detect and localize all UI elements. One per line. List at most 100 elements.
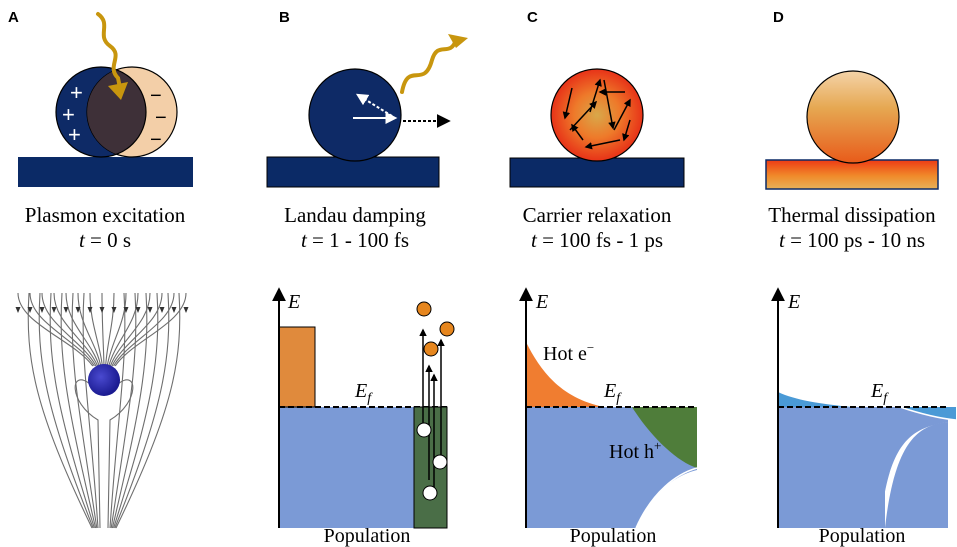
field-arrowhead bbox=[75, 307, 81, 313]
electron-arrow-dotted bbox=[355, 93, 393, 117]
hot-electron-label: Hot e− bbox=[543, 340, 594, 365]
hole-2 bbox=[432, 454, 448, 470]
panel-a-illustration: + + + − − − bbox=[18, 12, 193, 187]
field-line bbox=[49, 292, 95, 529]
panel-letter-c: C bbox=[527, 9, 538, 26]
plus-charge-2: + bbox=[62, 102, 75, 127]
field-line bbox=[65, 292, 100, 367]
hot-electron-3 bbox=[423, 341, 439, 357]
hot-electron-area bbox=[526, 342, 604, 407]
energy-diagram-d bbox=[771, 287, 957, 528]
time-b: t = 1 - 100 fs bbox=[301, 228, 409, 252]
substrate-b bbox=[266, 156, 440, 188]
thermal-electron-area bbox=[778, 392, 852, 407]
panel-letter-d: D bbox=[773, 9, 784, 26]
field-lines-diagram bbox=[15, 292, 189, 529]
hole-1 bbox=[416, 422, 432, 438]
photon-arrowhead-b bbox=[448, 34, 468, 48]
field-line bbox=[17, 292, 94, 367]
photon-outgoing bbox=[400, 38, 458, 94]
hot-hole-area bbox=[632, 407, 697, 468]
field-line bbox=[115, 292, 181, 529]
field-line bbox=[77, 292, 102, 367]
panel-letter-b: B bbox=[279, 9, 290, 26]
thermal-hole-area bbox=[900, 407, 956, 420]
panel-c-illustration bbox=[509, 68, 685, 188]
field-line bbox=[27, 292, 93, 529]
field-line bbox=[29, 292, 95, 367]
caption-b: Landau damping bbox=[284, 203, 426, 227]
fermi-label-d: Ef bbox=[870, 380, 889, 406]
field-line bbox=[89, 292, 103, 367]
field-line bbox=[38, 292, 94, 529]
field-line bbox=[60, 292, 97, 529]
field-arrowhead bbox=[171, 307, 177, 313]
caption-d: Thermal dissipation bbox=[768, 203, 936, 227]
caption-c: Carrier relaxation bbox=[523, 203, 672, 227]
panel-b-illustration bbox=[266, 34, 468, 188]
hot-hole-label: Hot h+ bbox=[609, 438, 661, 463]
time-a: t = 0 s bbox=[79, 228, 131, 252]
panel-letter-a: A bbox=[8, 9, 19, 26]
field-line bbox=[114, 292, 170, 529]
hot-electron-1 bbox=[416, 301, 432, 317]
band-excited-b bbox=[278, 326, 316, 408]
field-arrowhead bbox=[111, 307, 117, 313]
field-arrowhead bbox=[123, 307, 129, 313]
field-arrowhead bbox=[51, 307, 57, 313]
field-line bbox=[71, 292, 98, 529]
minus-charge-3: − bbox=[150, 129, 162, 151]
energy-label-d: E bbox=[787, 291, 800, 313]
field-line bbox=[82, 292, 99, 529]
substrate-c bbox=[509, 157, 685, 188]
field-line bbox=[106, 292, 127, 367]
fermi-label-b: Ef bbox=[354, 380, 373, 406]
field-line bbox=[113, 292, 175, 367]
time-c: t = 100 fs - 1 ps bbox=[531, 228, 663, 252]
time-d: t = 100 ps - 10 ns bbox=[779, 228, 925, 252]
field-loop-right bbox=[107, 379, 134, 529]
energy-label-b: E bbox=[287, 291, 300, 313]
energy-label-c: E bbox=[535, 291, 548, 313]
field-line bbox=[113, 292, 159, 529]
field-arrowhead bbox=[99, 307, 105, 313]
photon-incoming bbox=[96, 12, 122, 90]
band-tail-d bbox=[885, 422, 948, 528]
energy-diagram-c bbox=[519, 287, 698, 529]
plus-charge-3: + bbox=[68, 122, 81, 147]
band-boundary-c bbox=[635, 467, 698, 529]
field-arrowhead bbox=[159, 307, 165, 313]
field-line bbox=[108, 292, 139, 367]
field-line bbox=[111, 292, 148, 529]
thermal-hole-edge bbox=[899, 406, 957, 421]
hole-3 bbox=[422, 485, 438, 501]
field-arrowhead bbox=[63, 307, 69, 313]
random-carrier-arrows bbox=[562, 78, 631, 150]
field-arrowhead bbox=[39, 307, 45, 313]
fermi-label-c: Ef bbox=[603, 380, 622, 406]
x-label-d: Population bbox=[819, 525, 906, 547]
minus-charge-2: − bbox=[155, 107, 167, 129]
energy-diagram-b bbox=[272, 287, 455, 529]
substrate-d-heated bbox=[765, 159, 939, 190]
hot-electron-2 bbox=[439, 321, 455, 337]
band-occupied-d-main bbox=[778, 407, 948, 528]
field-line bbox=[110, 292, 137, 529]
caption-a: Plasmon excitation bbox=[25, 203, 186, 227]
field-arrowhead bbox=[27, 307, 33, 313]
field-line bbox=[109, 292, 126, 529]
field-arrowhead bbox=[183, 307, 189, 313]
nanoparticle bbox=[88, 364, 120, 396]
field-arrowhead bbox=[15, 307, 21, 313]
plus-charge-1: + bbox=[70, 80, 83, 105]
field-line bbox=[105, 292, 115, 367]
field-line bbox=[41, 292, 97, 367]
field-arrowhead bbox=[87, 307, 93, 313]
field-line bbox=[109, 292, 151, 367]
sphere-c-hot bbox=[550, 68, 644, 162]
field-line bbox=[111, 292, 163, 367]
sphere-d-warm bbox=[806, 70, 900, 164]
field-line bbox=[101, 292, 105, 367]
photon-arrowhead-a bbox=[108, 82, 128, 100]
